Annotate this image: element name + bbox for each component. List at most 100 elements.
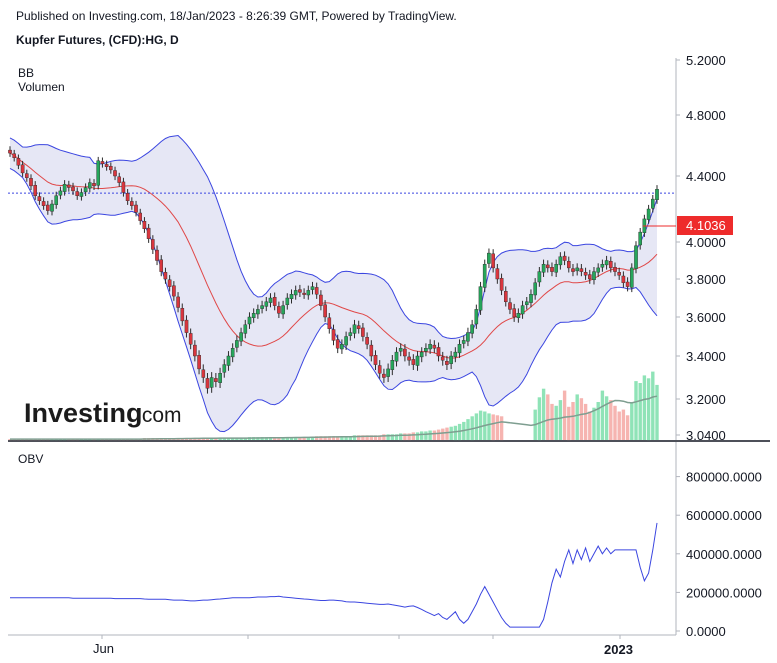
volume-bar <box>214 438 218 440</box>
candle-body <box>596 267 600 273</box>
candle-body <box>520 305 525 315</box>
candle-body <box>214 378 218 382</box>
candle-body <box>268 297 273 303</box>
candle-body <box>150 239 155 250</box>
candle-body <box>251 313 256 319</box>
volume-bar <box>575 394 579 440</box>
volume-bar <box>646 378 651 441</box>
candle-body <box>218 373 222 383</box>
volume-bar <box>541 388 546 440</box>
candle-body <box>46 204 50 211</box>
candle-body <box>567 261 571 269</box>
candle-body <box>604 260 609 266</box>
candle-body <box>415 355 420 366</box>
candle-body <box>239 332 243 342</box>
candle-body <box>508 302 512 310</box>
candle-body <box>272 297 277 306</box>
candle-body <box>445 361 449 365</box>
candle-body <box>482 264 487 288</box>
volume-bar <box>407 433 411 441</box>
volume-bar <box>634 381 638 440</box>
chart-title: Kupfer Futures, (CFD):HG, D <box>16 33 179 47</box>
volume-bar <box>231 438 235 440</box>
volume-bar <box>222 438 226 440</box>
time-label-2023: 2023 <box>604 642 633 657</box>
candle-body <box>356 325 361 329</box>
price-tick-label: 4.8000 <box>686 108 726 123</box>
candle-body <box>386 368 390 377</box>
candle-body <box>609 261 613 269</box>
candle-body <box>298 289 302 293</box>
candle-body <box>193 344 197 357</box>
volume-bar <box>596 402 600 440</box>
price-tick-label: 5.2000 <box>686 53 726 68</box>
candle-body <box>340 344 344 350</box>
volume-bar <box>487 413 491 440</box>
candle-body <box>180 308 185 322</box>
candle-body <box>188 333 193 345</box>
candle-body <box>419 351 424 358</box>
candle-body <box>20 164 25 174</box>
volume-bar <box>340 436 344 440</box>
candle-body <box>117 176 121 183</box>
volume-bar <box>604 396 609 440</box>
volume-bar <box>344 436 348 440</box>
candle-body <box>222 364 227 373</box>
candle-body <box>8 149 12 154</box>
obv-tick-label: 0.0000 <box>686 624 726 639</box>
candle-body <box>33 184 37 196</box>
candle-body <box>550 267 554 272</box>
candle-body <box>646 208 651 220</box>
volume-bar <box>474 413 479 440</box>
candle-body <box>16 158 21 166</box>
candle-body <box>314 287 319 295</box>
candle-body <box>209 377 214 388</box>
candle-body <box>25 173 29 178</box>
volume-bar <box>411 432 415 440</box>
candle-body <box>327 317 332 329</box>
candle-body <box>235 340 239 348</box>
volume-bar <box>378 435 382 441</box>
candle-body <box>37 196 42 202</box>
volume-bar <box>642 375 647 440</box>
candle-body <box>230 348 235 358</box>
volume-bar <box>588 411 592 440</box>
bb-upper-line <box>9 134 658 340</box>
candle-body <box>12 153 17 158</box>
obv-line <box>10 522 658 628</box>
candle-body <box>41 201 46 206</box>
volume-bar <box>336 436 340 440</box>
candle-body <box>352 324 357 334</box>
price-tick-label: 4.0000 <box>686 235 726 250</box>
candle-body <box>197 355 201 370</box>
obv-tick-label: 600000.0000 <box>686 508 762 523</box>
candle-body <box>630 267 634 288</box>
volume-bar <box>415 432 420 440</box>
candle-body <box>100 161 105 164</box>
volume-bar <box>554 405 558 440</box>
candle-body <box>163 272 168 280</box>
candle-body <box>226 355 231 366</box>
volume-panel <box>8 371 659 441</box>
candle-body <box>306 290 311 296</box>
volume-bar <box>638 383 642 440</box>
volume-bar <box>617 411 621 440</box>
candle-body <box>504 291 508 303</box>
volume-bar <box>357 435 361 441</box>
volume-bar <box>306 437 310 440</box>
candle-body <box>323 304 327 318</box>
candle-body <box>436 347 441 357</box>
candle-body <box>264 301 269 307</box>
volume-bar <box>457 423 462 441</box>
candle-body <box>104 164 109 167</box>
volume-bar <box>420 431 424 440</box>
indicator-label-obv: OBV <box>18 452 43 466</box>
volume-bar <box>235 438 239 440</box>
candle-body <box>87 182 92 189</box>
volume-bar <box>319 436 323 440</box>
candle-body <box>331 329 336 341</box>
candle-body <box>600 264 605 268</box>
candle-body <box>138 212 143 221</box>
candle-body <box>466 332 470 342</box>
